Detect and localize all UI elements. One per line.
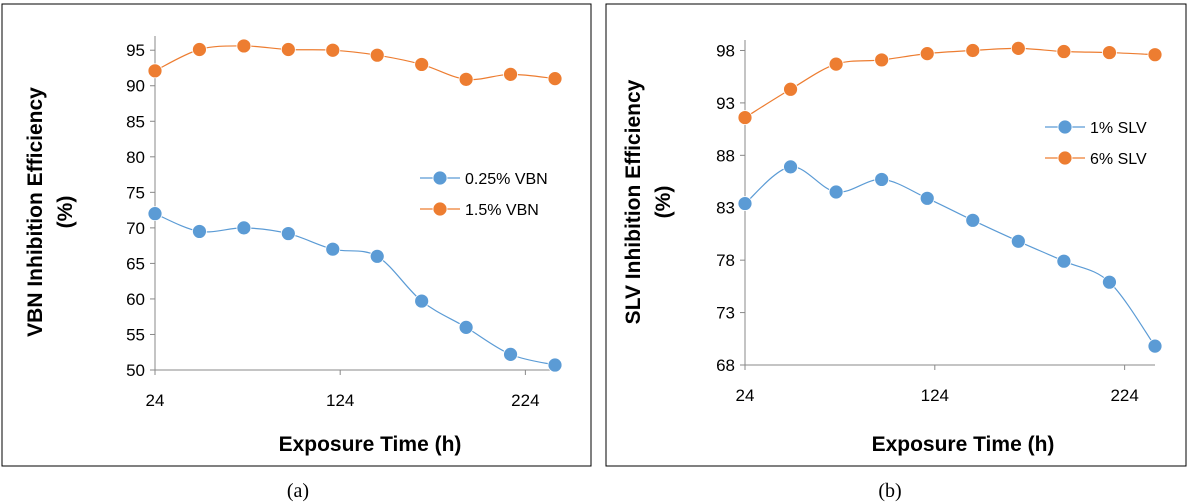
chart-a-legend: 0.25% VBN 1.5% VBN [420, 170, 548, 219]
chart-a-y-tick-label: 80 [126, 148, 145, 167]
chart-a-x-tick-label: 24 [146, 391, 165, 410]
chart-b-series-1-point [828, 184, 844, 200]
chart-a-frame [1, 3, 592, 467]
chart-a-series-2-point [414, 57, 430, 72]
chart-b-y-axis-title-line2: (%) [652, 186, 675, 219]
chart-b-frame [605, 3, 1187, 467]
chart-a-series-1-point [547, 357, 563, 373]
chart-a-x-tick-label: 224 [511, 391, 539, 410]
chart-b-series-2-point [737, 110, 753, 125]
chart-b-y-tick-label: 98 [716, 41, 735, 60]
chart-a-series-2-point [280, 42, 296, 57]
chart-a-series-2-point [147, 63, 163, 79]
chart-a-series-1-point [236, 220, 252, 236]
chart-b-series-2-point [965, 43, 981, 58]
chart-a-x-axis-title: Exposure Time (h) [279, 433, 462, 456]
chart-panel-a: 50 55 60 65 70 75 80 85 90 95 24 124 224 Exposure Ti… [1, 3, 592, 502]
chart-a-series-2-line [154, 45, 556, 81]
chart-a-y-tick-label: 85 [126, 112, 145, 131]
chart-a-series-1-point [325, 241, 341, 257]
chart-b-series-1-point [919, 190, 935, 206]
chart-a-caption: (a) [287, 480, 309, 502]
chart-b-plot-area: 68 73 78 83 88 93 98 24 124 224 [716, 40, 1163, 405]
chart-b-legend-marker-1 [1057, 119, 1073, 135]
chart-b-series-1-point [783, 159, 798, 175]
chart-b-caption: (b) [878, 480, 901, 502]
chart-b-series-1-point [965, 212, 981, 228]
chart-b-y-axis-title-line1: SLV Inhibition Efficiency [622, 79, 645, 324]
chart-a-series-1-point [503, 346, 518, 362]
chart-b-y-tick-label: 93 [716, 94, 735, 113]
chart-b-series-2-point [828, 56, 844, 72]
chart-b-x-tick-label: 124 [921, 386, 949, 405]
chart-b-series-2-point [783, 81, 798, 97]
chart-b-x-tick-label: 224 [1110, 386, 1138, 405]
chart-panel-b: 68 73 78 83 88 93 98 24 124 224 Exposure Time (h)… [595, 0, 1189, 504]
chart-a-y-tick-label: 90 [126, 77, 145, 96]
chart-b-series-2-point [1102, 45, 1117, 60]
chart-a-y-tick-label: 70 [126, 219, 145, 238]
chart-a-series-2-point [503, 66, 518, 82]
chart-a-series-2-point [236, 38, 252, 54]
chart-a-series-2-point [369, 47, 385, 63]
chart-b-series-1-point [1010, 233, 1026, 249]
chart-b-series-1-point [1102, 274, 1117, 290]
chart-a-series-1-point [414, 293, 430, 309]
chart-a-series-1-line [154, 213, 556, 366]
chart-a-y-tick-label: 75 [126, 183, 145, 202]
chart-a-legend-marker-1 [432, 170, 448, 186]
chart-a-x-tick-label: 124 [326, 391, 354, 410]
chart-a-legend-label-1: 0.25% VBN [465, 171, 548, 188]
chart-a-series-1-point [280, 226, 296, 241]
chart-a-series-1-point [369, 248, 385, 264]
chart-a-series-2-point [547, 71, 563, 87]
chart-b-legend-label-1: 1% SLV [1090, 120, 1147, 137]
chart-a-y-tick-label: 65 [126, 254, 145, 273]
chart-b-series-1-point [737, 196, 753, 211]
chart-a-plot-area: 50 55 60 65 70 75 80 85 90 95 24 124 224 [126, 36, 563, 410]
chart-a-legend-marker-2 [432, 201, 448, 217]
chart-a-svg: 50 55 60 65 70 75 80 85 90 95 24 124 224 Exposure Ti… [1, 3, 592, 502]
chart-b-series-2-point [1010, 40, 1026, 56]
chart-b-series-2-point [1056, 44, 1072, 59]
chart-b-x-tick-label: 24 [736, 386, 755, 405]
chart-b-y-tick-label: 88 [716, 146, 735, 165]
chart-b-series-1-point [1147, 338, 1163, 354]
chart-b-svg: 68 73 78 83 88 93 98 24 124 224 Exposure Time (h)… [605, 3, 1187, 502]
chart-b-y-tick-label: 83 [716, 199, 735, 218]
chart-b-series-2-line [744, 47, 1156, 119]
chart-a-y-tick-label: 50 [126, 361, 145, 380]
chart-a-series-2-point [458, 71, 474, 87]
chart-a-y-axis-title-line1: VBN Inhibition Efficiency [24, 87, 47, 337]
chart-a-y-tick-label: 60 [126, 290, 145, 309]
chart-b-y-tick-label: 68 [716, 356, 735, 375]
chart-b-series-2-point [874, 52, 890, 68]
chart-b-legend-marker-2 [1057, 150, 1073, 166]
chart-b-series-1-point [1056, 253, 1072, 269]
chart-a-series-1-point [147, 206, 163, 222]
chart-b-legend-label-2: 6% SLV [1090, 151, 1147, 168]
chart-b-y-tick-label: 78 [716, 251, 735, 270]
chart-b-series-1-line [744, 166, 1156, 347]
chart-b-x-axis-title: Exposure Time (h) [872, 433, 1055, 456]
chart-a-y-tick-label: 55 [126, 325, 145, 344]
chart-b-legend: 1% SLV 6% SLV [1045, 119, 1147, 168]
chart-a-y-axis-title-line2: (%) [54, 196, 77, 229]
chart-a-series-1-point [458, 319, 474, 335]
chart-b-y-tick-label: 73 [716, 304, 735, 323]
chart-b-series-1-point [874, 172, 890, 187]
chart-b-series-2-point [1147, 47, 1163, 63]
chart-a-series-2-point [325, 42, 341, 58]
chart-b-series-2-point [919, 46, 935, 62]
chart-a-y-tick-label: 95 [126, 41, 145, 60]
chart-a-legend-label-2: 1.5% VBN [465, 202, 539, 219]
chart-a-series-1-point [192, 224, 207, 239]
chart-a-series-2-point [192, 42, 207, 57]
